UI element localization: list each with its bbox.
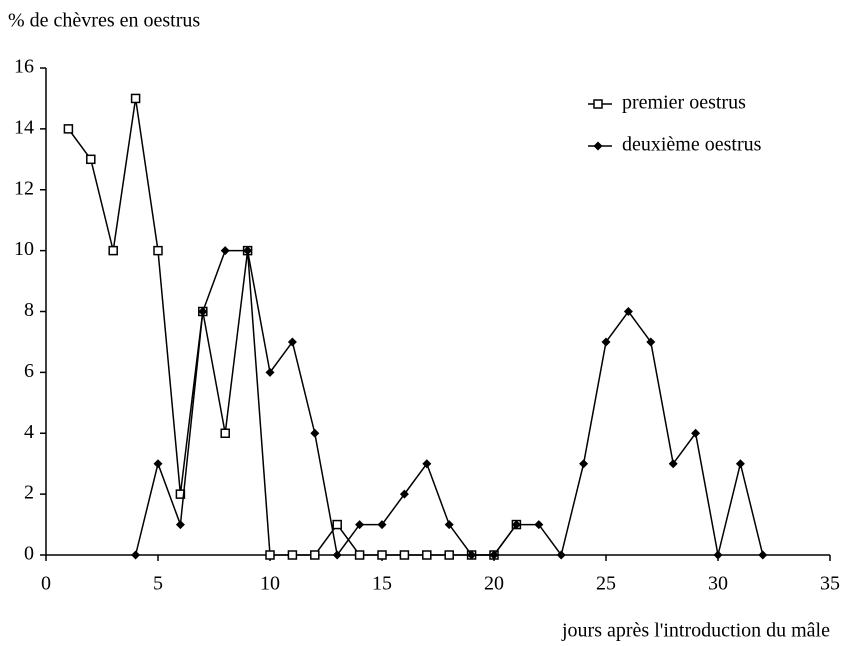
marker bbox=[377, 520, 387, 530]
marker bbox=[332, 519, 342, 530]
marker bbox=[534, 520, 544, 530]
marker bbox=[153, 459, 163, 469]
marker bbox=[354, 550, 365, 560]
marker bbox=[220, 246, 230, 256]
y-tick-label: 10 bbox=[14, 238, 34, 260]
marker bbox=[511, 520, 521, 530]
x-tick-label: 30 bbox=[708, 573, 728, 595]
x-tick-label: 10 bbox=[260, 573, 280, 595]
marker bbox=[243, 246, 253, 256]
marker bbox=[623, 307, 633, 316]
x-axis-title: jours après l'introduction du mâle bbox=[561, 620, 830, 642]
marker bbox=[198, 307, 208, 316]
x-tick-label: 20 bbox=[484, 573, 504, 595]
marker bbox=[758, 550, 768, 560]
marker bbox=[175, 520, 185, 530]
marker bbox=[713, 550, 723, 560]
marker bbox=[153, 245, 163, 256]
marker bbox=[422, 550, 432, 560]
legend-label: premier oestrus bbox=[622, 92, 746, 114]
marker bbox=[556, 550, 566, 560]
marker bbox=[691, 428, 701, 438]
marker bbox=[399, 489, 409, 499]
marker bbox=[444, 550, 454, 560]
x-tick-label: 0 bbox=[41, 573, 51, 595]
y-tick-label: 4 bbox=[24, 421, 34, 443]
marker bbox=[175, 489, 186, 499]
legend-label: deuxième oestrus bbox=[622, 134, 762, 156]
marker bbox=[489, 550, 499, 560]
x-tick-label: 35 bbox=[820, 573, 840, 595]
marker bbox=[265, 367, 275, 377]
marker bbox=[355, 520, 365, 530]
marker bbox=[265, 550, 275, 560]
marker bbox=[377, 550, 387, 560]
x-tick-label: 5 bbox=[153, 573, 163, 595]
marker bbox=[310, 550, 320, 560]
y-tick-label: 14 bbox=[14, 116, 34, 138]
marker bbox=[579, 459, 589, 469]
x-tick-label: 15 bbox=[372, 573, 392, 595]
marker bbox=[646, 337, 656, 347]
marker bbox=[668, 459, 678, 469]
marker bbox=[422, 459, 432, 469]
marker bbox=[735, 459, 745, 469]
marker bbox=[601, 337, 611, 347]
marker bbox=[63, 124, 74, 134]
marker bbox=[86, 154, 96, 165]
y-tick-label: 8 bbox=[24, 299, 34, 321]
y-tick-label: 6 bbox=[24, 360, 34, 382]
y-axis-title: % de chèvres en oestrus bbox=[8, 10, 200, 32]
marker bbox=[467, 550, 477, 560]
marker bbox=[287, 550, 298, 560]
y-tick-label: 12 bbox=[14, 177, 34, 199]
series-line bbox=[67, 98, 518, 556]
y-tick-label: 16 bbox=[14, 56, 34, 78]
y-tick-label: 2 bbox=[24, 482, 34, 504]
legend-marker bbox=[593, 99, 603, 109]
marker bbox=[332, 550, 342, 560]
marker bbox=[220, 428, 230, 438]
marker bbox=[108, 245, 118, 256]
x-tick-label: 25 bbox=[596, 573, 616, 595]
marker bbox=[287, 337, 297, 347]
marker bbox=[444, 520, 454, 530]
marker bbox=[130, 93, 141, 104]
marker bbox=[399, 550, 410, 560]
marker bbox=[131, 550, 141, 560]
marker bbox=[310, 428, 320, 438]
legend-marker bbox=[593, 141, 603, 151]
y-tick-label: 0 bbox=[24, 543, 34, 565]
